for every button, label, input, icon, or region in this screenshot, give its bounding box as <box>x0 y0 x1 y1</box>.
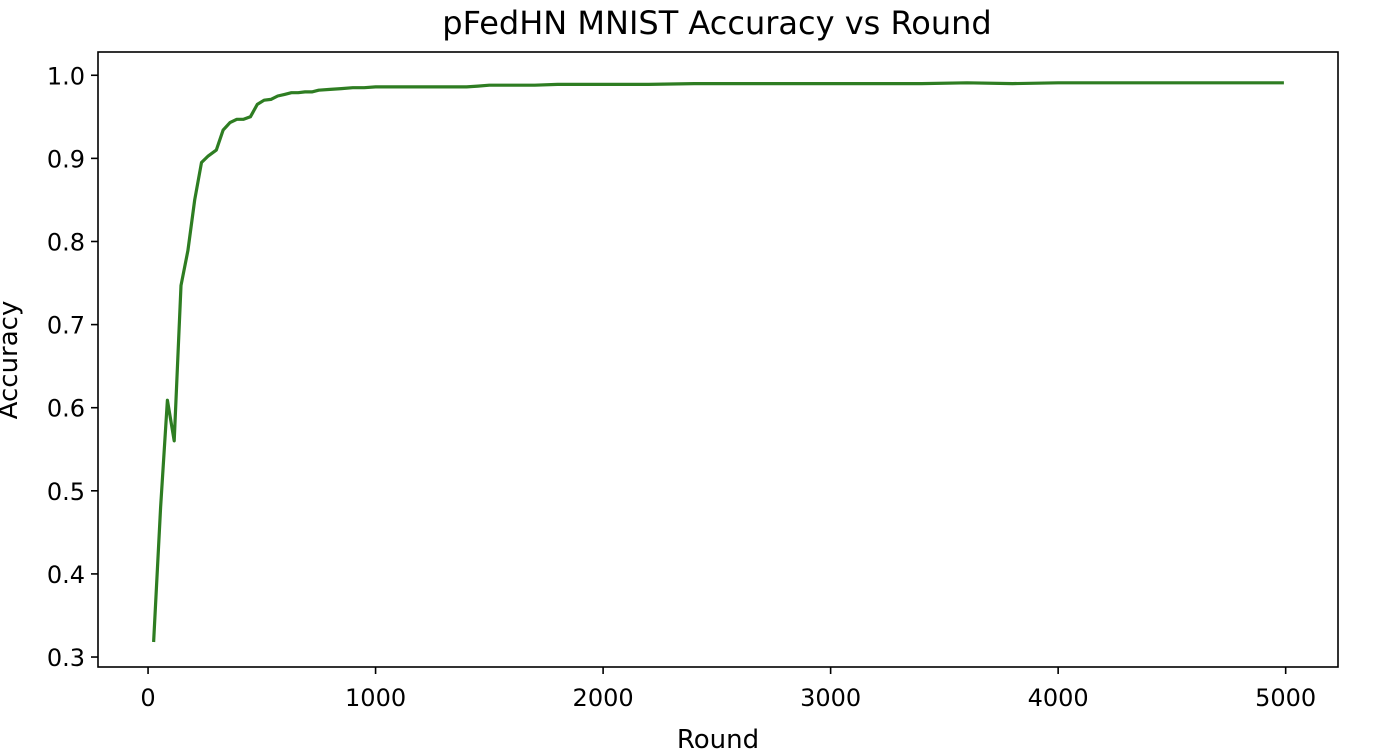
accuracy-series-line <box>152 81 1284 643</box>
x-tick-label: 0 <box>140 684 155 712</box>
y-tick-label: 0.7 <box>47 312 85 340</box>
x-tick-label: 2000 <box>573 684 634 712</box>
x-axis: 0 1000 2000 3000 4000 5000 <box>140 667 1316 712</box>
y-tick-label: 0.8 <box>47 228 85 256</box>
y-tick-label: 1.0 <box>47 62 85 90</box>
plot-frame <box>97 51 1339 668</box>
chart-title: pFedHN MNIST Accuracy vs Round <box>442 4 991 42</box>
x-axis-label: Round <box>677 725 759 754</box>
x-tick-label: 3000 <box>800 684 861 712</box>
x-tick-label: 1000 <box>345 684 406 712</box>
y-tick-label: 0.6 <box>47 395 85 423</box>
y-axis-label: Accuracy <box>0 301 24 420</box>
x-tick-label: 5000 <box>1255 684 1316 712</box>
y-axis: 0.3 0.4 0.5 0.6 0.7 0.8 0.9 1.0 <box>47 62 98 672</box>
series-layer <box>152 81 1284 643</box>
y-tick-label: 0.4 <box>47 561 85 589</box>
y-tick-label: 0.3 <box>47 644 85 672</box>
y-tick-label: 0.9 <box>47 145 85 173</box>
x-tick-label: 4000 <box>1028 684 1089 712</box>
y-tick-label: 0.5 <box>47 478 85 506</box>
